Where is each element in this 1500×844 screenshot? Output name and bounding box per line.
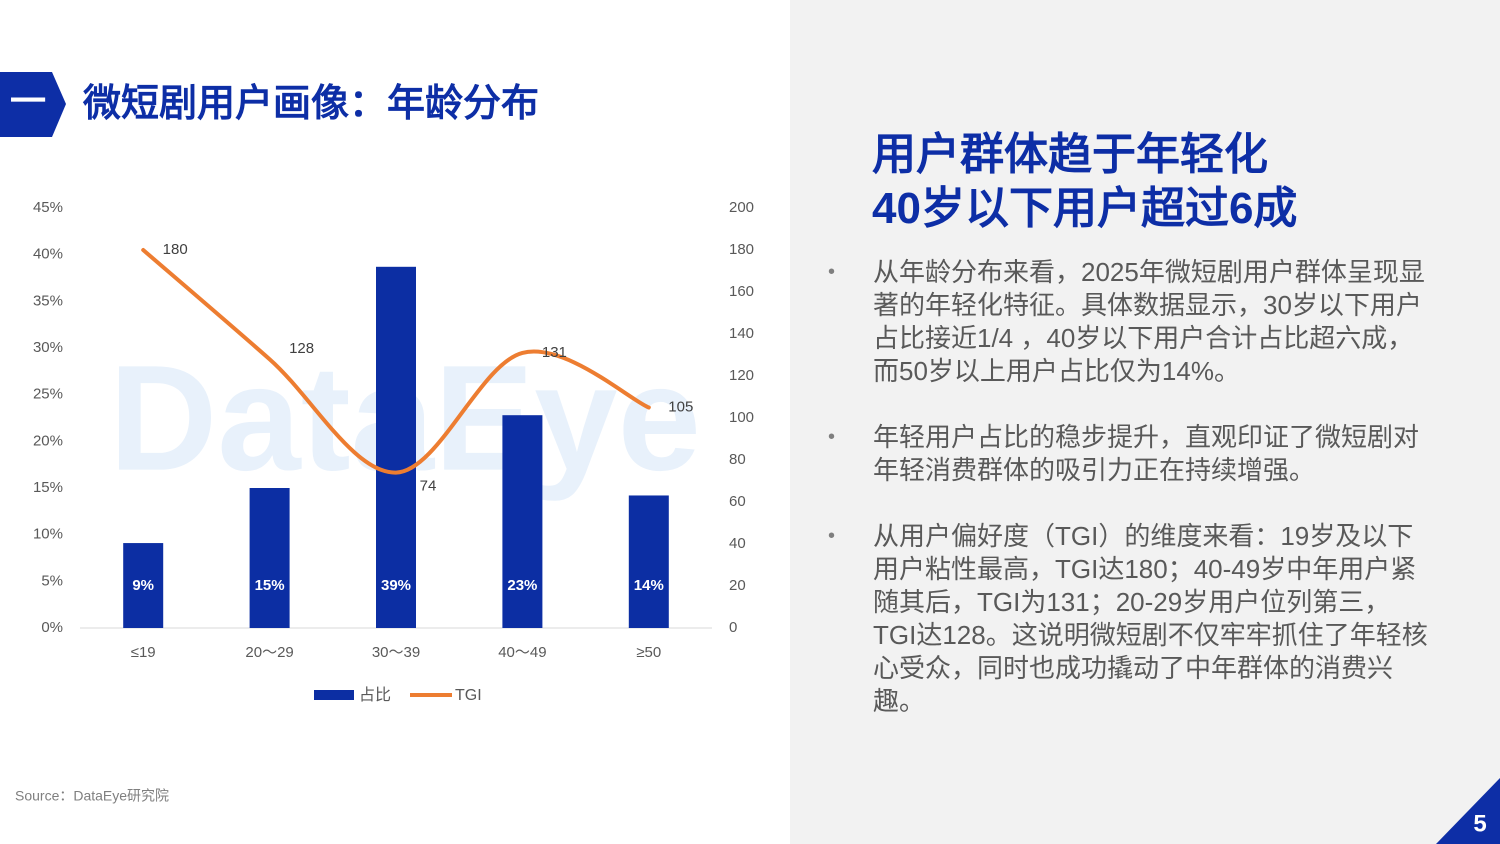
y-tick-label: 30% bbox=[33, 339, 63, 356]
y-tick-label: 45% bbox=[33, 199, 63, 216]
bar-label: 9% bbox=[132, 577, 154, 594]
y2-tick-label: 120 bbox=[729, 367, 754, 384]
y2-tick-label: 60 bbox=[729, 493, 746, 510]
bar bbox=[123, 543, 164, 628]
slide-title: 微短剧用户画像：年龄分布 bbox=[82, 83, 539, 125]
y-tick-label: 0% bbox=[41, 619, 63, 636]
x-tick-label: 40～49 bbox=[498, 644, 546, 661]
x-tick-label: ≤19 bbox=[131, 644, 156, 661]
y-tick-label: 15% bbox=[33, 479, 63, 496]
section-number: 一 bbox=[10, 81, 46, 122]
line-label: 131 bbox=[542, 344, 567, 361]
bullet: 从用户偏好度（TGI）的维度来看：19岁及以下用户粘性最高，TGI达180；40… bbox=[828, 520, 1428, 718]
bar-label: 39% bbox=[381, 577, 411, 594]
y-tick-label: 40% bbox=[33, 246, 63, 263]
line-label: 180 bbox=[163, 241, 188, 258]
x-tick-label: ≥50 bbox=[636, 644, 661, 661]
bar-label: 23% bbox=[507, 577, 537, 594]
headline: 用户群体趋于年轻化 bbox=[872, 130, 1268, 179]
y2-tick-label: 0 bbox=[729, 619, 737, 636]
line bbox=[141, 248, 651, 475]
y-tick-label: 10% bbox=[33, 526, 63, 543]
y2-tick-label: 140 bbox=[729, 325, 754, 342]
legend-label: TGI bbox=[455, 687, 482, 704]
y-tick-label: 20% bbox=[33, 432, 63, 449]
bullet-list: 从年龄分布来看，2025年微短剧用户群体呈现显著的年轻化特征。具体数据显示，30… bbox=[828, 256, 1428, 751]
bar bbox=[502, 415, 543, 628]
y2-tick-label: 100 bbox=[729, 409, 754, 426]
y-tick-label: 5% bbox=[41, 572, 63, 589]
y-tick-label: 25% bbox=[33, 386, 63, 403]
line-label: 74 bbox=[420, 478, 437, 495]
y-tick-label: 35% bbox=[33, 292, 63, 309]
bar bbox=[249, 488, 290, 628]
page-number: 5 bbox=[1473, 810, 1486, 837]
y2-tick-label: 80 bbox=[729, 451, 746, 468]
section-badge bbox=[0, 72, 66, 137]
bar bbox=[628, 495, 669, 628]
x-tick-label: 30～39 bbox=[372, 644, 420, 661]
y2-tick-label: 160 bbox=[729, 283, 754, 300]
bar-label: 14% bbox=[634, 577, 664, 594]
bullet: 年轻用户占比的稳步提升，直观印证了微短剧对年轻消费群体的吸引力正在持续增强。 bbox=[828, 421, 1428, 487]
source: Source：DataEye研究院 bbox=[15, 788, 169, 804]
bar-label: 15% bbox=[255, 577, 285, 594]
summary-panel: 用户群体趋于年轻化 40岁以下用户超过6成 从年龄分布来看，2025年微短剧用户… bbox=[790, 0, 1500, 844]
line-label: 105 bbox=[668, 398, 693, 415]
chart: DataEye0%5%10%15%20%25%30%35%40%45%02040… bbox=[33, 199, 754, 704]
line-label: 128 bbox=[289, 340, 314, 357]
headline: 40岁以下用户超过6成 bbox=[872, 184, 1298, 233]
y2-tick-label: 180 bbox=[729, 241, 754, 258]
y2-tick-label: 20 bbox=[729, 577, 746, 594]
page-corner bbox=[1436, 778, 1500, 844]
x-tick-label: 20～29 bbox=[245, 644, 293, 661]
legend-label: 占比 bbox=[359, 686, 391, 704]
legend-swatch bbox=[314, 690, 354, 700]
y2-tick-label: 40 bbox=[729, 535, 746, 552]
y2-tick-label: 200 bbox=[729, 199, 754, 216]
bullet: 从年龄分布来看，2025年微短剧用户群体呈现显著的年轻化特征。具体数据显示，30… bbox=[828, 256, 1428, 388]
bar bbox=[376, 266, 416, 628]
